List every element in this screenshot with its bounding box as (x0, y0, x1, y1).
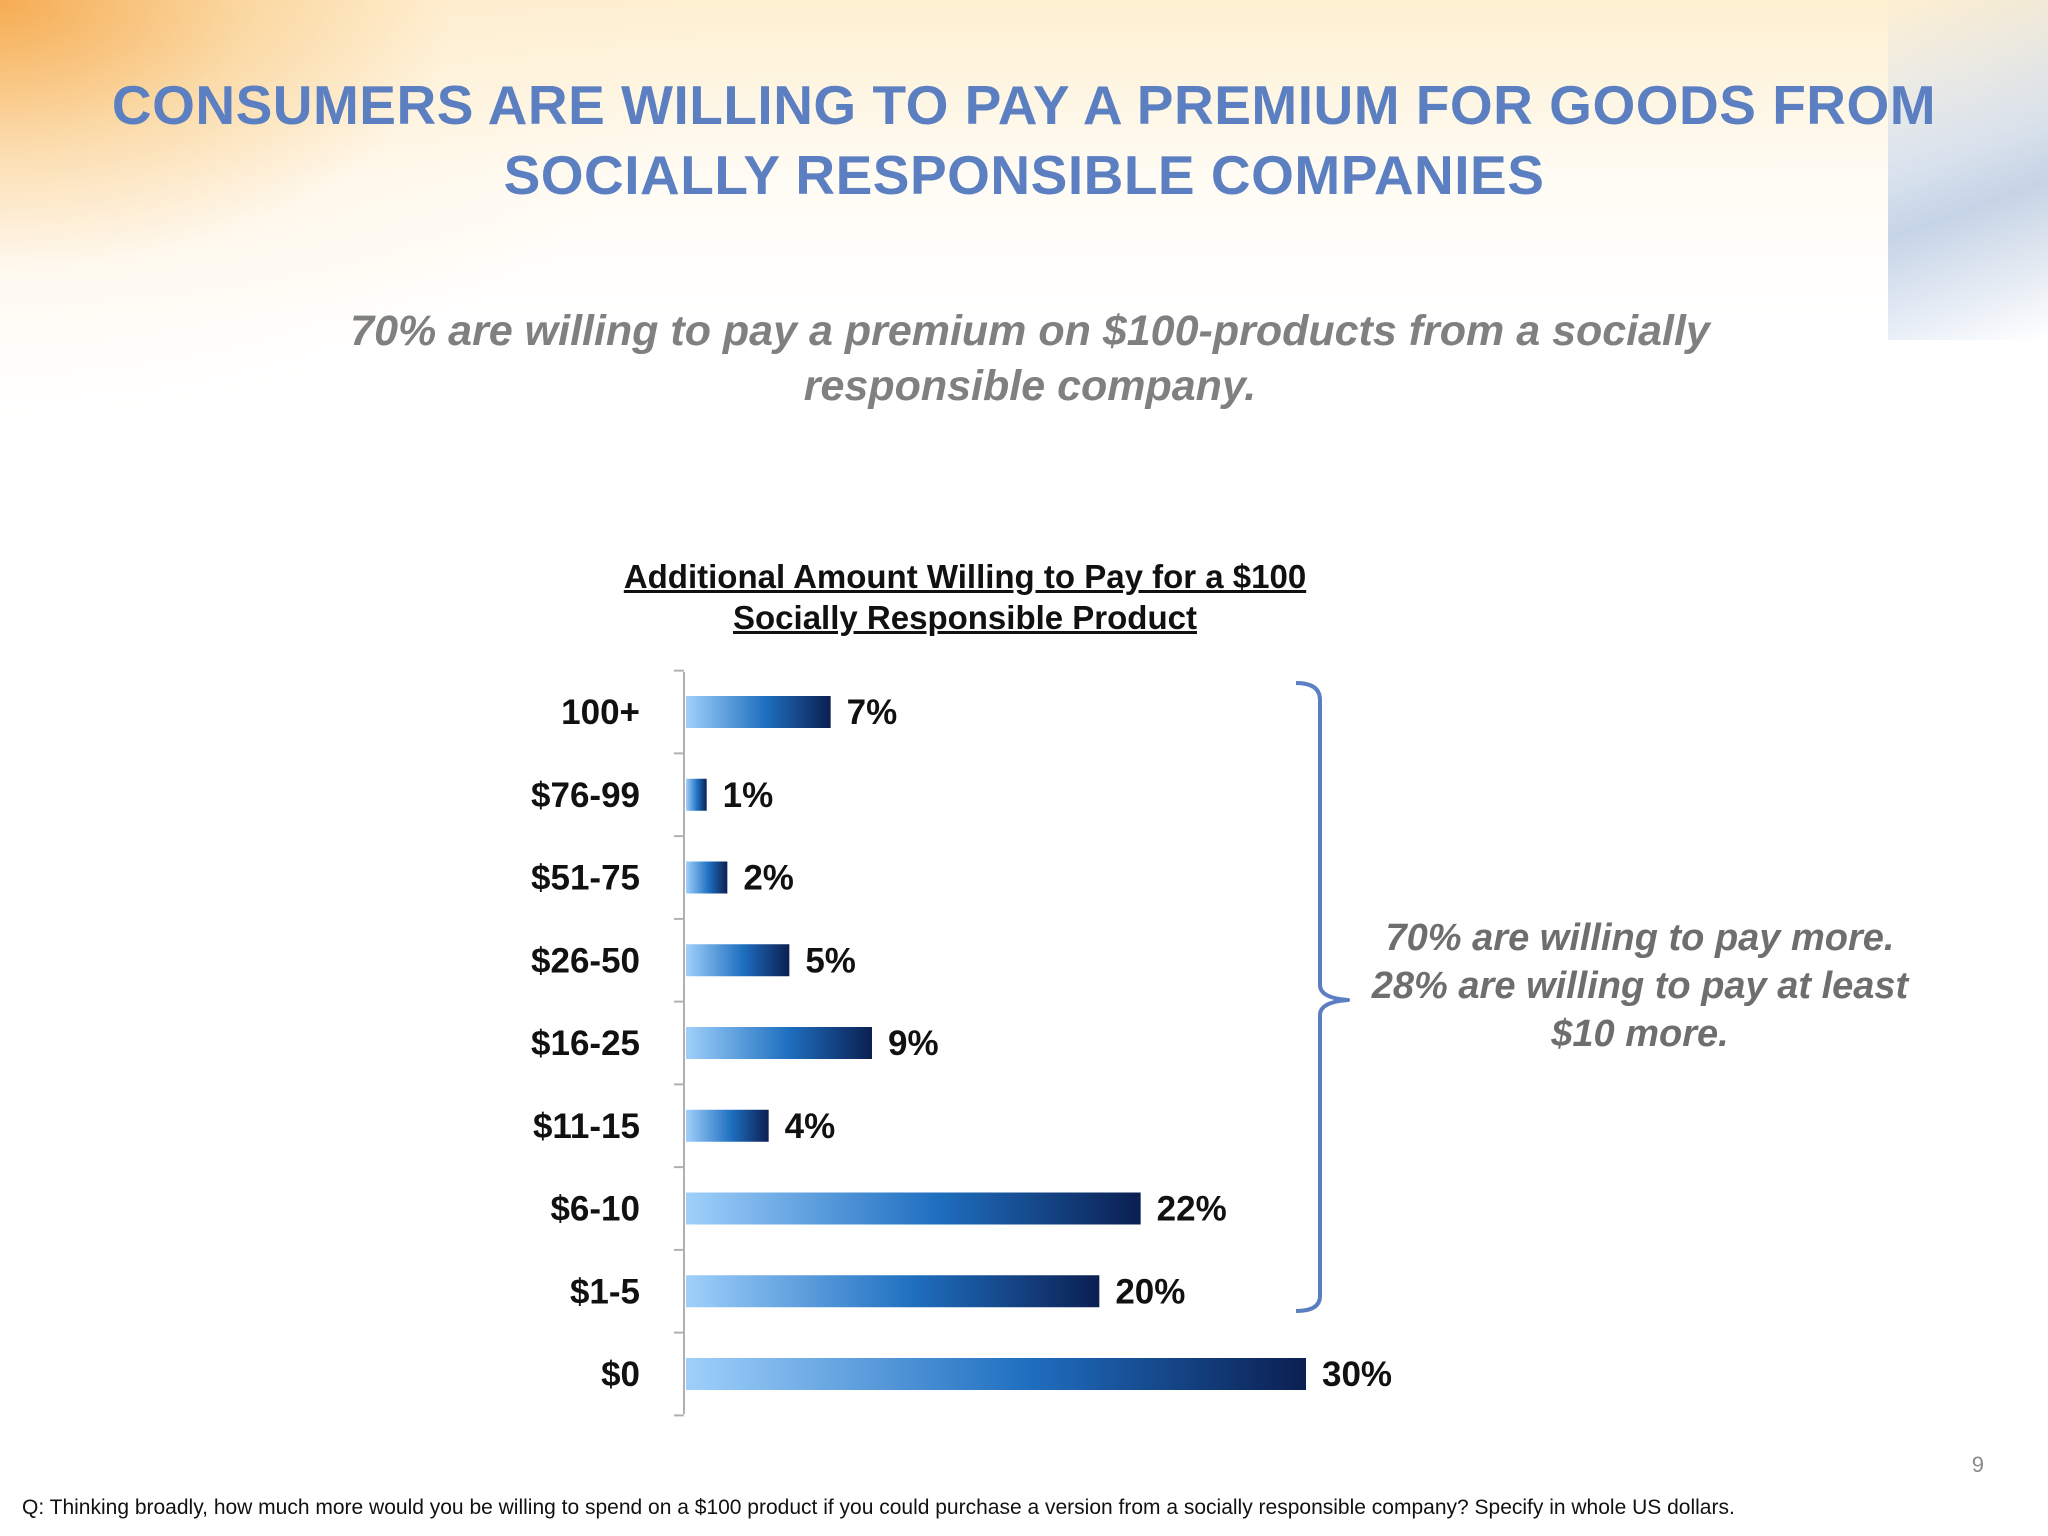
chart-title: Additional Amount Willing to Pay for a $… (623, 558, 1307, 636)
value-label: 9% (888, 1024, 939, 1063)
category-label: $16-25 (531, 1024, 640, 1063)
category-label: $0 (601, 1355, 640, 1394)
bar-3 (686, 944, 790, 977)
value-label: 7% (847, 693, 898, 732)
value-label: 4% (785, 1107, 836, 1146)
callout-bracket (1295, 681, 1350, 1313)
page-number: 9 (1971, 1452, 1984, 1477)
category-label: $51-75 (531, 859, 640, 898)
bar-2 (686, 861, 728, 894)
category-label: $11-15 (533, 1107, 640, 1146)
value-label: 30% (1322, 1355, 1392, 1394)
footnote-question: Q: Thinking broadly, how much more would… (22, 1496, 1735, 1519)
bar-0 (686, 696, 831, 728)
subtitle: 70% are willing to pay a premium on $100… (350, 307, 1710, 410)
value-label: 1% (723, 776, 774, 815)
y-axis-ticks (674, 669, 684, 1417)
value-label: 2% (743, 859, 794, 898)
bar-1 (686, 778, 707, 811)
category-label: $76-99 (531, 776, 640, 815)
bar-5 (686, 1109, 769, 1142)
value-label: 22% (1157, 1190, 1227, 1229)
bar-4 (686, 1027, 872, 1059)
bar-7 (686, 1275, 1100, 1308)
category-labels: 100+ $76-99 $51-75 $26-50 $16-25 $11-15 $6-10 $… (531, 693, 640, 1394)
category-label: $26-50 (531, 941, 640, 980)
value-label: 20% (1115, 1272, 1185, 1311)
value-label: 5% (805, 941, 856, 980)
slide-title: CONSUMERS ARE WILLING TO PAY A PREMIUM F… (111, 74, 1937, 206)
bars (686, 696, 1306, 1390)
callout-text: 70% are willing to pay more. 28% are wil… (1371, 917, 1909, 1055)
category-label: $6-10 (550, 1190, 640, 1229)
category-label: $1-5 (570, 1272, 640, 1311)
bar-8 (686, 1358, 1306, 1390)
bar-6 (686, 1192, 1141, 1225)
value-labels: 7% 1% 2% 5% 9% 4% 22% 20% 30% (723, 693, 1392, 1394)
category-label: 100+ (561, 693, 640, 732)
